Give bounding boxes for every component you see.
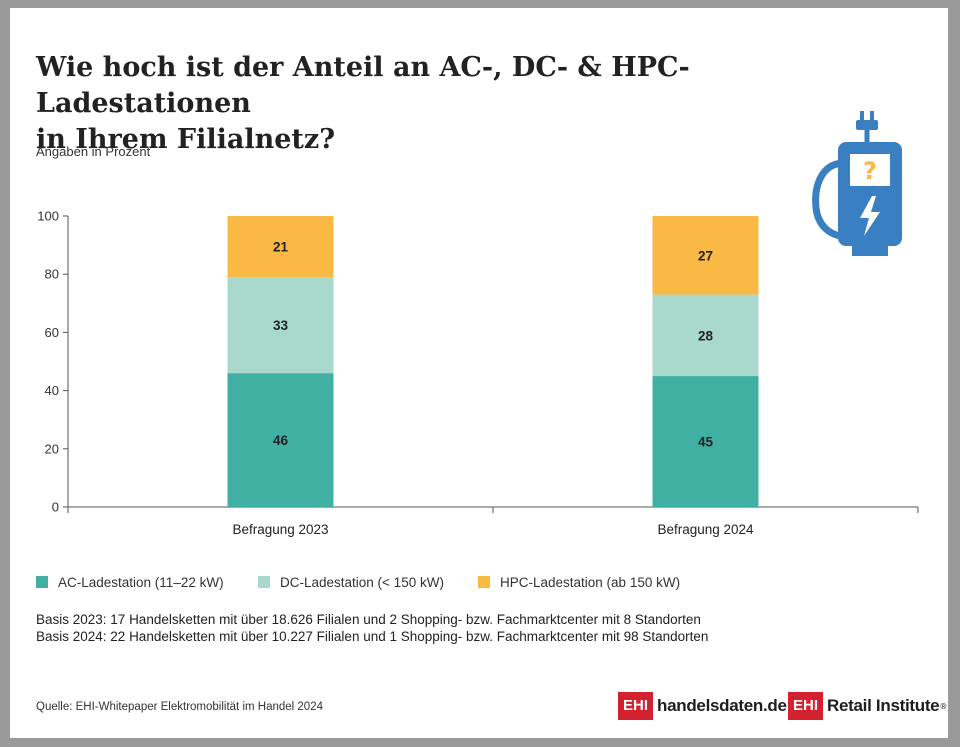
legend-label-hpc: HPC-Ladestation (ab 150 kW): [500, 575, 681, 590]
chart-title: Wie hoch ist der Anteil an AC-, DC- & HP…: [36, 50, 836, 158]
data-label-0-0: 46: [273, 433, 289, 448]
basis-2023: Basis 2023: 17 Handelsketten mit über 18…: [36, 612, 701, 627]
chart-card: Wie hoch ist der Anteil an AC-, DC- & HP…: [10, 8, 948, 738]
bar-0-2: [227, 216, 334, 278]
x-tick-label-0: Befragung 2023: [232, 522, 328, 537]
chart-subtitle: Angaben in Prozent: [36, 144, 151, 159]
bar-0-0: [227, 373, 334, 507]
ev-charger-question-icon: ?: [800, 108, 910, 272]
ehi-logo-box: EHI: [618, 692, 654, 720]
ehi-logo-box-2: EHI: [788, 692, 824, 720]
question-mark: ?: [863, 157, 877, 185]
handelsdaten-logo: EHI handelsdaten.de: [618, 692, 787, 720]
data-label-0-2: 21: [273, 240, 289, 255]
bar-1-0: [652, 376, 759, 507]
y-tick-label-3: 60: [45, 325, 59, 340]
y-tick-label-1: 20: [45, 441, 59, 456]
data-label-1-2: 27: [698, 248, 713, 263]
handelsdaten-logo-text: handelsdaten.de: [657, 696, 787, 715]
title-line-1: Wie hoch ist der Anteil an AC-, DC- & HP…: [36, 52, 690, 119]
bar-0-1: [227, 277, 334, 374]
legend-swatch-dc: [258, 576, 270, 588]
data-label-0-1: 33: [273, 318, 289, 333]
y-tick-label-0: 0: [52, 500, 59, 515]
source-note: Quelle: EHI-Whitepaper Elektromobilität …: [36, 701, 323, 713]
legend-item-hpc: HPC-Ladestation (ab 150 kW): [478, 575, 680, 590]
title-line-2: in Ihrem Filialnetz?: [36, 124, 336, 155]
legend-label-ac: AC-Ladestation (11–22 kW): [58, 575, 224, 590]
x-tick-label-1: Befragung 2024: [657, 522, 754, 537]
legend-item-dc: DC-Ladestation (< 150 kW): [258, 575, 444, 590]
data-label-1-0: 45: [698, 435, 714, 450]
registered-mark: ®: [939, 701, 948, 711]
ehi-retail-institute-logo: EHI Retail Institute ®: [788, 692, 947, 720]
legend-swatch-hpc: [478, 576, 490, 588]
bar-1-1: [652, 294, 759, 377]
legend-label-dc: DC-Ladestation (< 150 kW): [280, 575, 444, 590]
retail-institute-logo-text: Retail Institute: [827, 696, 940, 715]
data-label-1-1: 28: [698, 328, 714, 343]
basis-2024: Basis 2024: 22 Handelsketten mit über 10…: [36, 629, 709, 644]
legend-item-ac: AC-Ladestation (11–22 kW): [36, 575, 224, 590]
y-tick-label-5: 100: [37, 209, 59, 224]
y-tick-label-4: 80: [45, 267, 59, 282]
basis-notes: Basis 2023: 17 Handelsketten mit über 18…: [36, 611, 708, 645]
stacked-bar-chart: 0 20 40 60 80 100 46 33 21 Befragung 2023 45 28 27 Be…: [37, 209, 919, 537]
bar-1-2: [652, 216, 759, 295]
y-tick-label-2: 40: [45, 383, 59, 398]
legend-swatch-ac: [36, 576, 48, 588]
